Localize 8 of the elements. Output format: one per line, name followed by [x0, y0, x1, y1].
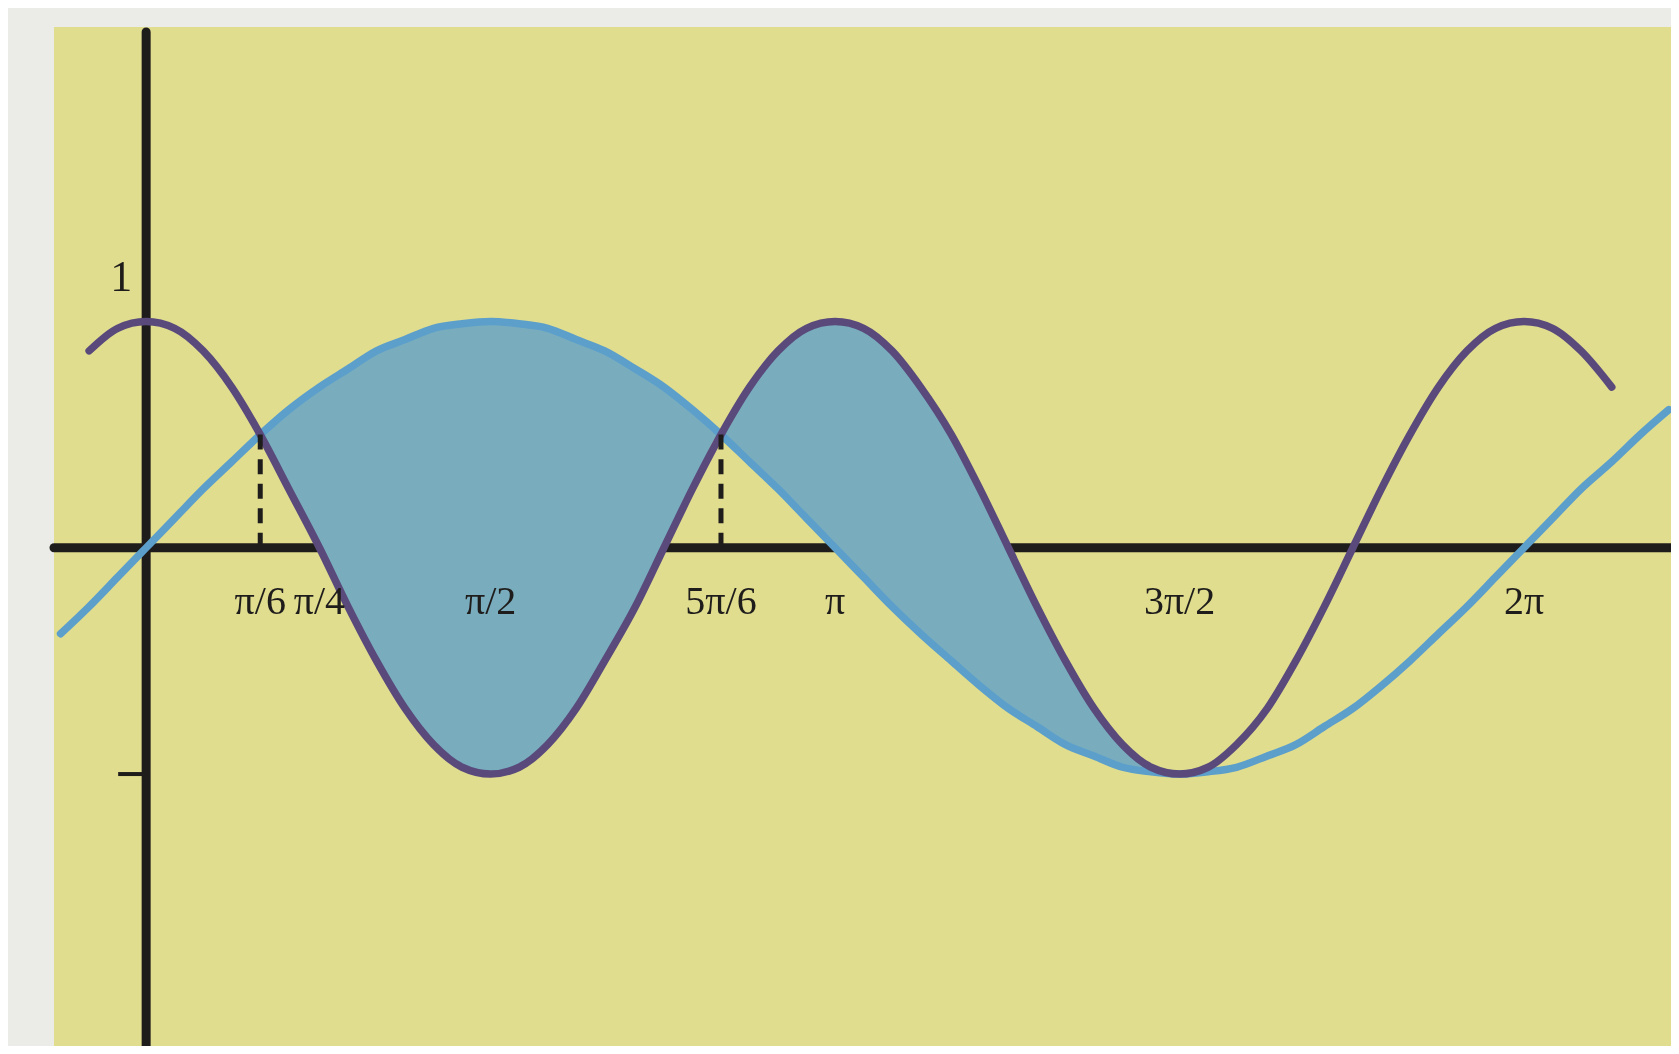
x-tick-label: π/4 — [293, 577, 346, 623]
x-tick-label: 2π — [1503, 577, 1545, 623]
x-tick-label: π/2 — [464, 577, 517, 623]
x-tick-label: 3π/2 — [1143, 577, 1216, 623]
x-tick-label: π/6 — [234, 577, 286, 623]
annotation: 1 — [110, 252, 133, 302]
x-tick-label: π — [824, 577, 846, 623]
x-tick-label: 5π/6 — [685, 577, 757, 623]
